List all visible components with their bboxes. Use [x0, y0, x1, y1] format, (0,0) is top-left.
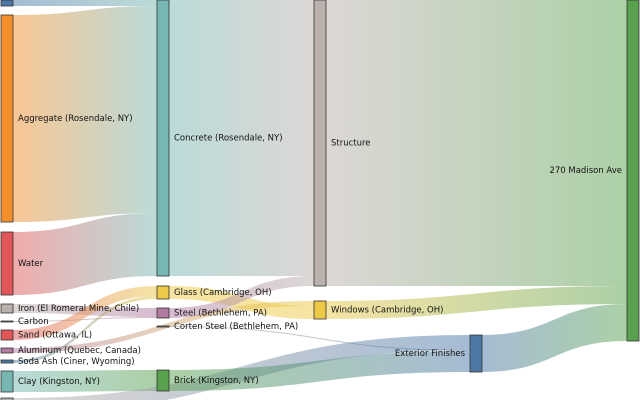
node: [0, 359, 14, 364]
node-label: Structure: [331, 139, 371, 149]
node-label: Exterior Finishes: [395, 349, 466, 359]
node-label: Glass (Cambridge, OH): [174, 288, 272, 298]
node-label: Windows (Cambridge, OH): [331, 306, 443, 316]
link: [13, 335, 470, 400]
node: [0, 329, 14, 341]
link: [169, 326, 470, 351]
node-label: Concrete (Rosendale, NY): [174, 134, 283, 144]
node-label: Sand (Ottawa, IL): [18, 331, 92, 341]
link: [169, 351, 470, 391]
node: [156, 285, 170, 300]
labels: Aggregate (Rosendale, NY) Water Iron (El R…: [18, 114, 622, 387]
link: [13, 0, 157, 6]
node: [0, 231, 14, 296]
node: [0, 397, 14, 400]
node: [156, 0, 170, 277]
node: [156, 325, 170, 328]
link: [326, 0, 627, 286]
link: [326, 286, 627, 319]
node: [626, 0, 640, 342]
node: [0, 347, 14, 354]
link: [13, 296, 157, 363]
node-label: Water: [18, 259, 44, 269]
node-label: Soda Ash (Ciner, Wyoming): [18, 357, 135, 367]
node: [313, 300, 327, 320]
node: [0, 320, 14, 323]
node: [0, 303, 14, 314]
links: [13, 0, 627, 400]
node-label: Aggregate (Rosendale, NY): [18, 114, 133, 124]
link: [13, 317, 157, 322]
node-label: Brick (Kingston, NY): [174, 376, 259, 386]
link: [169, 276, 314, 318]
node: [469, 334, 483, 373]
node-label: Iron (El Romeral Mine, Chile): [18, 304, 139, 314]
link: [169, 286, 314, 319]
node-label: Steel (Bethlehem, PA): [174, 309, 267, 319]
node-label: 270 Madison Ave: [549, 166, 622, 176]
node: [313, 0, 327, 287]
link: [482, 304, 627, 372]
link: [13, 370, 157, 392]
link: [13, 286, 157, 340]
node: [0, 14, 14, 223]
node-label: Aluminum (Quebec, Canada): [18, 346, 141, 356]
link: [13, 6, 157, 222]
node: [0, 0, 14, 7]
node: [156, 369, 170, 392]
node: [0, 370, 14, 393]
node-label: Carbon: [18, 317, 49, 327]
node-label: Clay (Kingston, NY): [18, 377, 100, 387]
node-label: Corten Steel (Bethlehem, PA): [174, 322, 298, 332]
link: [169, 0, 314, 276]
link: [13, 213, 157, 295]
node: [156, 307, 170, 319]
